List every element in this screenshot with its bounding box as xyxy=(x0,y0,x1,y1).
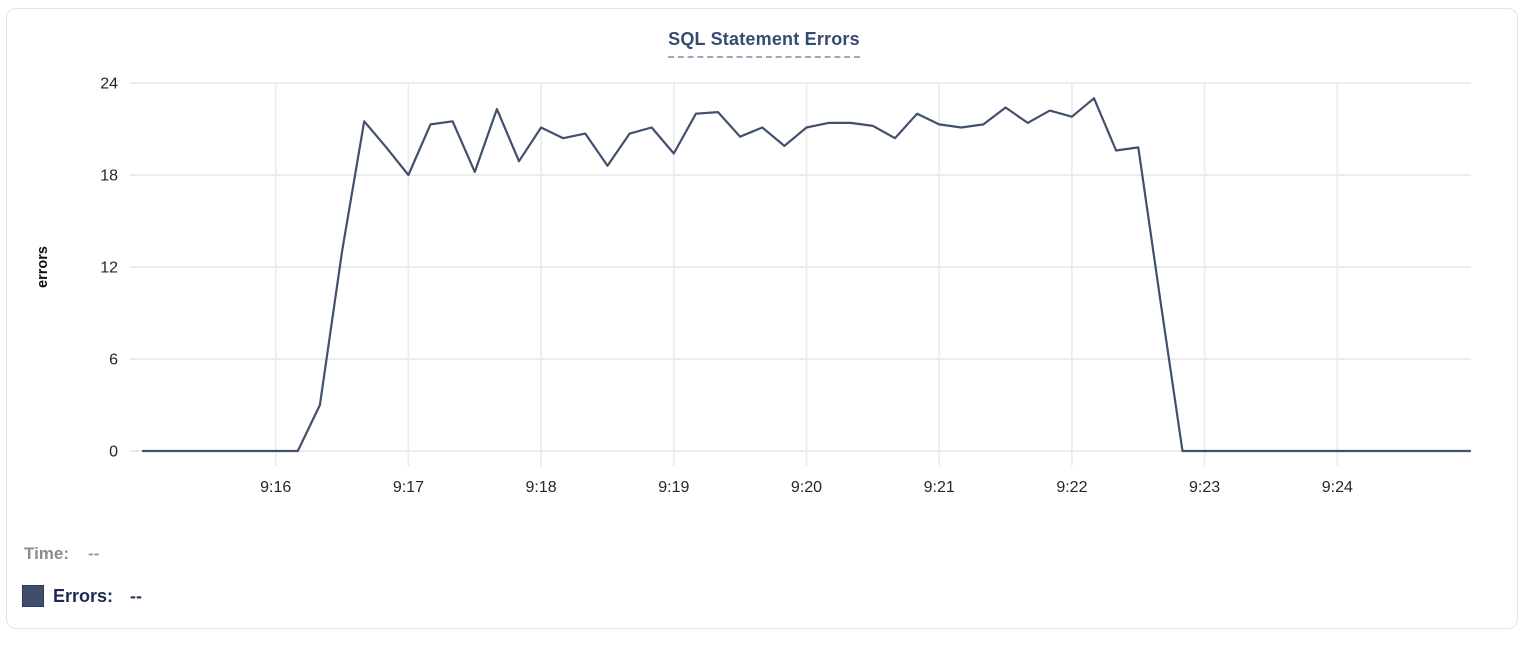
y-tick-label: 24 xyxy=(100,76,118,93)
x-tick-label: 9:23 xyxy=(1189,479,1220,496)
legend-time-label: Time: xyxy=(24,544,70,563)
chart-title[interactable]: SQL Statement Errors xyxy=(668,29,860,58)
y-tick-label: 0 xyxy=(109,444,118,461)
x-tick-label: 9:22 xyxy=(1056,479,1087,496)
y-tick-label: 12 xyxy=(100,260,118,277)
legend-errors-row: Errors: -- xyxy=(22,585,142,607)
x-tick-label: 9:21 xyxy=(924,479,955,496)
x-tick-label: 9:16 xyxy=(260,479,291,496)
legend-errors-value: -- xyxy=(130,585,143,606)
chart-card xyxy=(6,8,1518,629)
x-tick-label: 9:19 xyxy=(658,479,689,496)
errors-series-line xyxy=(141,97,1472,453)
chart-header: SQL Statement Errors xyxy=(0,29,1528,58)
errors-series-swatch xyxy=(22,585,44,607)
x-tick-label: 9:24 xyxy=(1322,479,1353,496)
y-axis-title: errors xyxy=(35,246,51,288)
x-tick-label: 9:20 xyxy=(791,479,822,496)
y-tick-label: 18 xyxy=(100,168,118,185)
legend-time-row: Time: -- xyxy=(24,544,99,564)
legend-errors-label: Errors: xyxy=(53,585,114,606)
legend-time-value: -- xyxy=(88,544,100,563)
x-tick-label: 9:18 xyxy=(526,479,557,496)
y-tick-label: 6 xyxy=(109,352,118,369)
x-tick-label: 9:17 xyxy=(393,479,424,496)
